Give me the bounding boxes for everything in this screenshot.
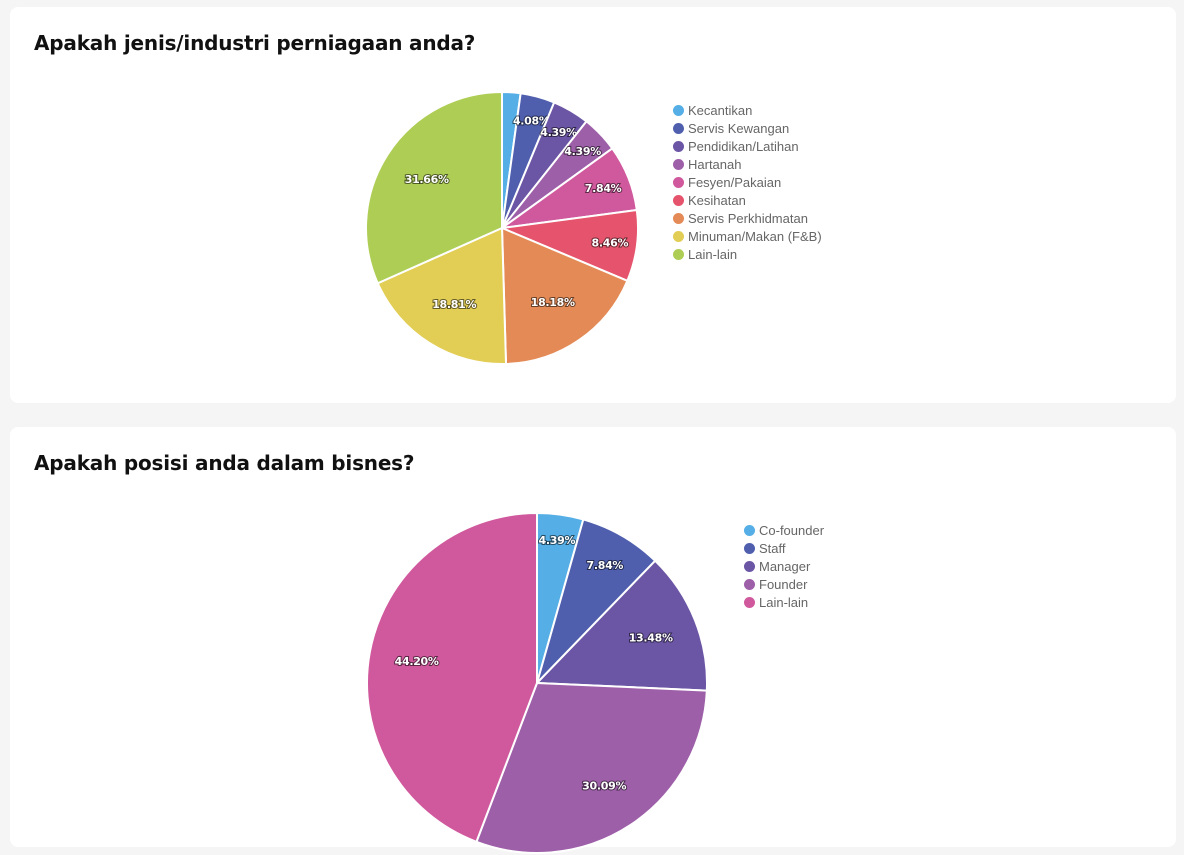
legend-label: Lain-lain: [759, 594, 809, 610]
legend-swatch: [673, 230, 684, 242]
industry-pie-chart: 4.08%4.39%4.39%7.84%8.46%18.18%18.81%31.…: [365, 91, 639, 365]
slice-value-label: 4.39%: [564, 145, 601, 158]
legend-label: Minuman/Makan (F&B): [688, 228, 822, 244]
legend-item-pendidikan-latihan[interactable]: Pendidikan/Latihan: [673, 137, 822, 155]
chart-title: Apakah posisi anda dalam bisnes?: [34, 451, 415, 475]
legend-swatch: [673, 248, 684, 260]
legend-label: Kecantikan: [688, 102, 753, 118]
pie-slice-servis-perkhidmatan[interactable]: [501, 227, 629, 365]
slice-value-label: 13.48%: [629, 632, 673, 645]
legend-swatch: [673, 104, 684, 116]
industry-chart-card: Apakah jenis/industri perniagaan anda? 4…: [10, 7, 1176, 403]
slice-value-label: 31.66%: [405, 173, 449, 186]
legend-item-servis-perkhidmatan[interactable]: Servis Perkhidmatan: [673, 209, 822, 227]
legend-swatch: [744, 542, 755, 554]
legend-item-staff[interactable]: Staff: [744, 539, 824, 557]
slice-value-label: 4.39%: [539, 534, 576, 547]
legend-item-kecantikan[interactable]: Kecantikan: [673, 101, 822, 119]
legend-label: Co-founder: [759, 522, 825, 538]
legend-item-hartanah[interactable]: Hartanah: [673, 155, 822, 173]
position-legend: Co-founder Staff Manager Founder Lain-lain: [744, 521, 824, 611]
pie-slice-manager[interactable]: [536, 559, 708, 692]
legend-item-kesihatan[interactable]: Kesihatan: [673, 191, 822, 209]
legend-swatch: [744, 524, 755, 536]
slice-value-label: 4.08%: [513, 114, 550, 127]
pie-slice-lain-lain[interactable]: [365, 91, 503, 285]
legend-label: Staff: [759, 540, 786, 556]
position-chart-card: Apakah posisi anda dalam bisnes? 4.39% 7.…: [10, 427, 1176, 854]
slice-value-label: 30.09%: [582, 779, 626, 792]
legend-label: Kesihatan: [688, 192, 746, 208]
legend-label: Hartanah: [688, 156, 742, 172]
legend-label: Pendidikan/Latihan: [688, 138, 799, 154]
slice-value-label: 18.18%: [531, 296, 575, 309]
legend-item-lain-lain[interactable]: Lain-lain: [673, 245, 822, 263]
legend-item-fesyen-pakaian[interactable]: Fesyen/Pakaian: [673, 173, 822, 191]
slice-value-label: 4.39%: [540, 126, 577, 139]
legend-swatch: [673, 194, 684, 206]
legend-item-servis-kewangan[interactable]: Servis Kewangan: [673, 119, 822, 137]
legend-swatch: [673, 176, 684, 188]
slice-value-label: 8.46%: [592, 236, 629, 249]
position-pie-chart: 4.39% 7.84% 13.48% 30.09% 44.20%: [366, 512, 708, 854]
slice-value-label: 7.84%: [586, 559, 623, 572]
legend-swatch: [744, 560, 755, 572]
legend-swatch: [673, 140, 684, 152]
legend-label: Servis Perkhidmatan: [688, 210, 808, 226]
slice-value-label: 7.84%: [585, 182, 622, 195]
legend-swatch: [673, 212, 684, 224]
pie-slice-lain-lain[interactable]: [366, 512, 538, 843]
legend-swatch: [673, 158, 684, 170]
pie-slice-minuman-makan-f-b[interactable]: [376, 227, 508, 365]
legend-label: Fesyen/Pakaian: [688, 174, 782, 190]
legend-label: Servis Kewangan: [688, 120, 790, 136]
legend-item-minuman-makan-f-b[interactable]: Minuman/Makan (F&B): [673, 227, 822, 245]
legend-item-founder[interactable]: Founder: [744, 575, 824, 593]
industry-legend: Kecantikan Servis Kewangan Pendidikan/Lati…: [673, 101, 822, 263]
slice-value-label: 18.81%: [432, 298, 476, 311]
legend-swatch: [744, 578, 755, 590]
chart-title: Apakah jenis/industri perniagaan anda?: [34, 31, 476, 55]
legend-swatch: [744, 596, 755, 608]
legend-item-manager[interactable]: Manager: [744, 557, 824, 575]
slice-value-label: 44.20%: [395, 655, 439, 668]
legend-item-lain-lain[interactable]: Lain-lain: [744, 593, 824, 611]
legend-item-co-founder[interactable]: Co-founder: [744, 521, 824, 539]
legend-label: Manager: [759, 558, 811, 574]
legend-swatch: [673, 122, 684, 134]
legend-label: Founder: [759, 576, 808, 592]
legend-label: Lain-lain: [688, 246, 738, 262]
